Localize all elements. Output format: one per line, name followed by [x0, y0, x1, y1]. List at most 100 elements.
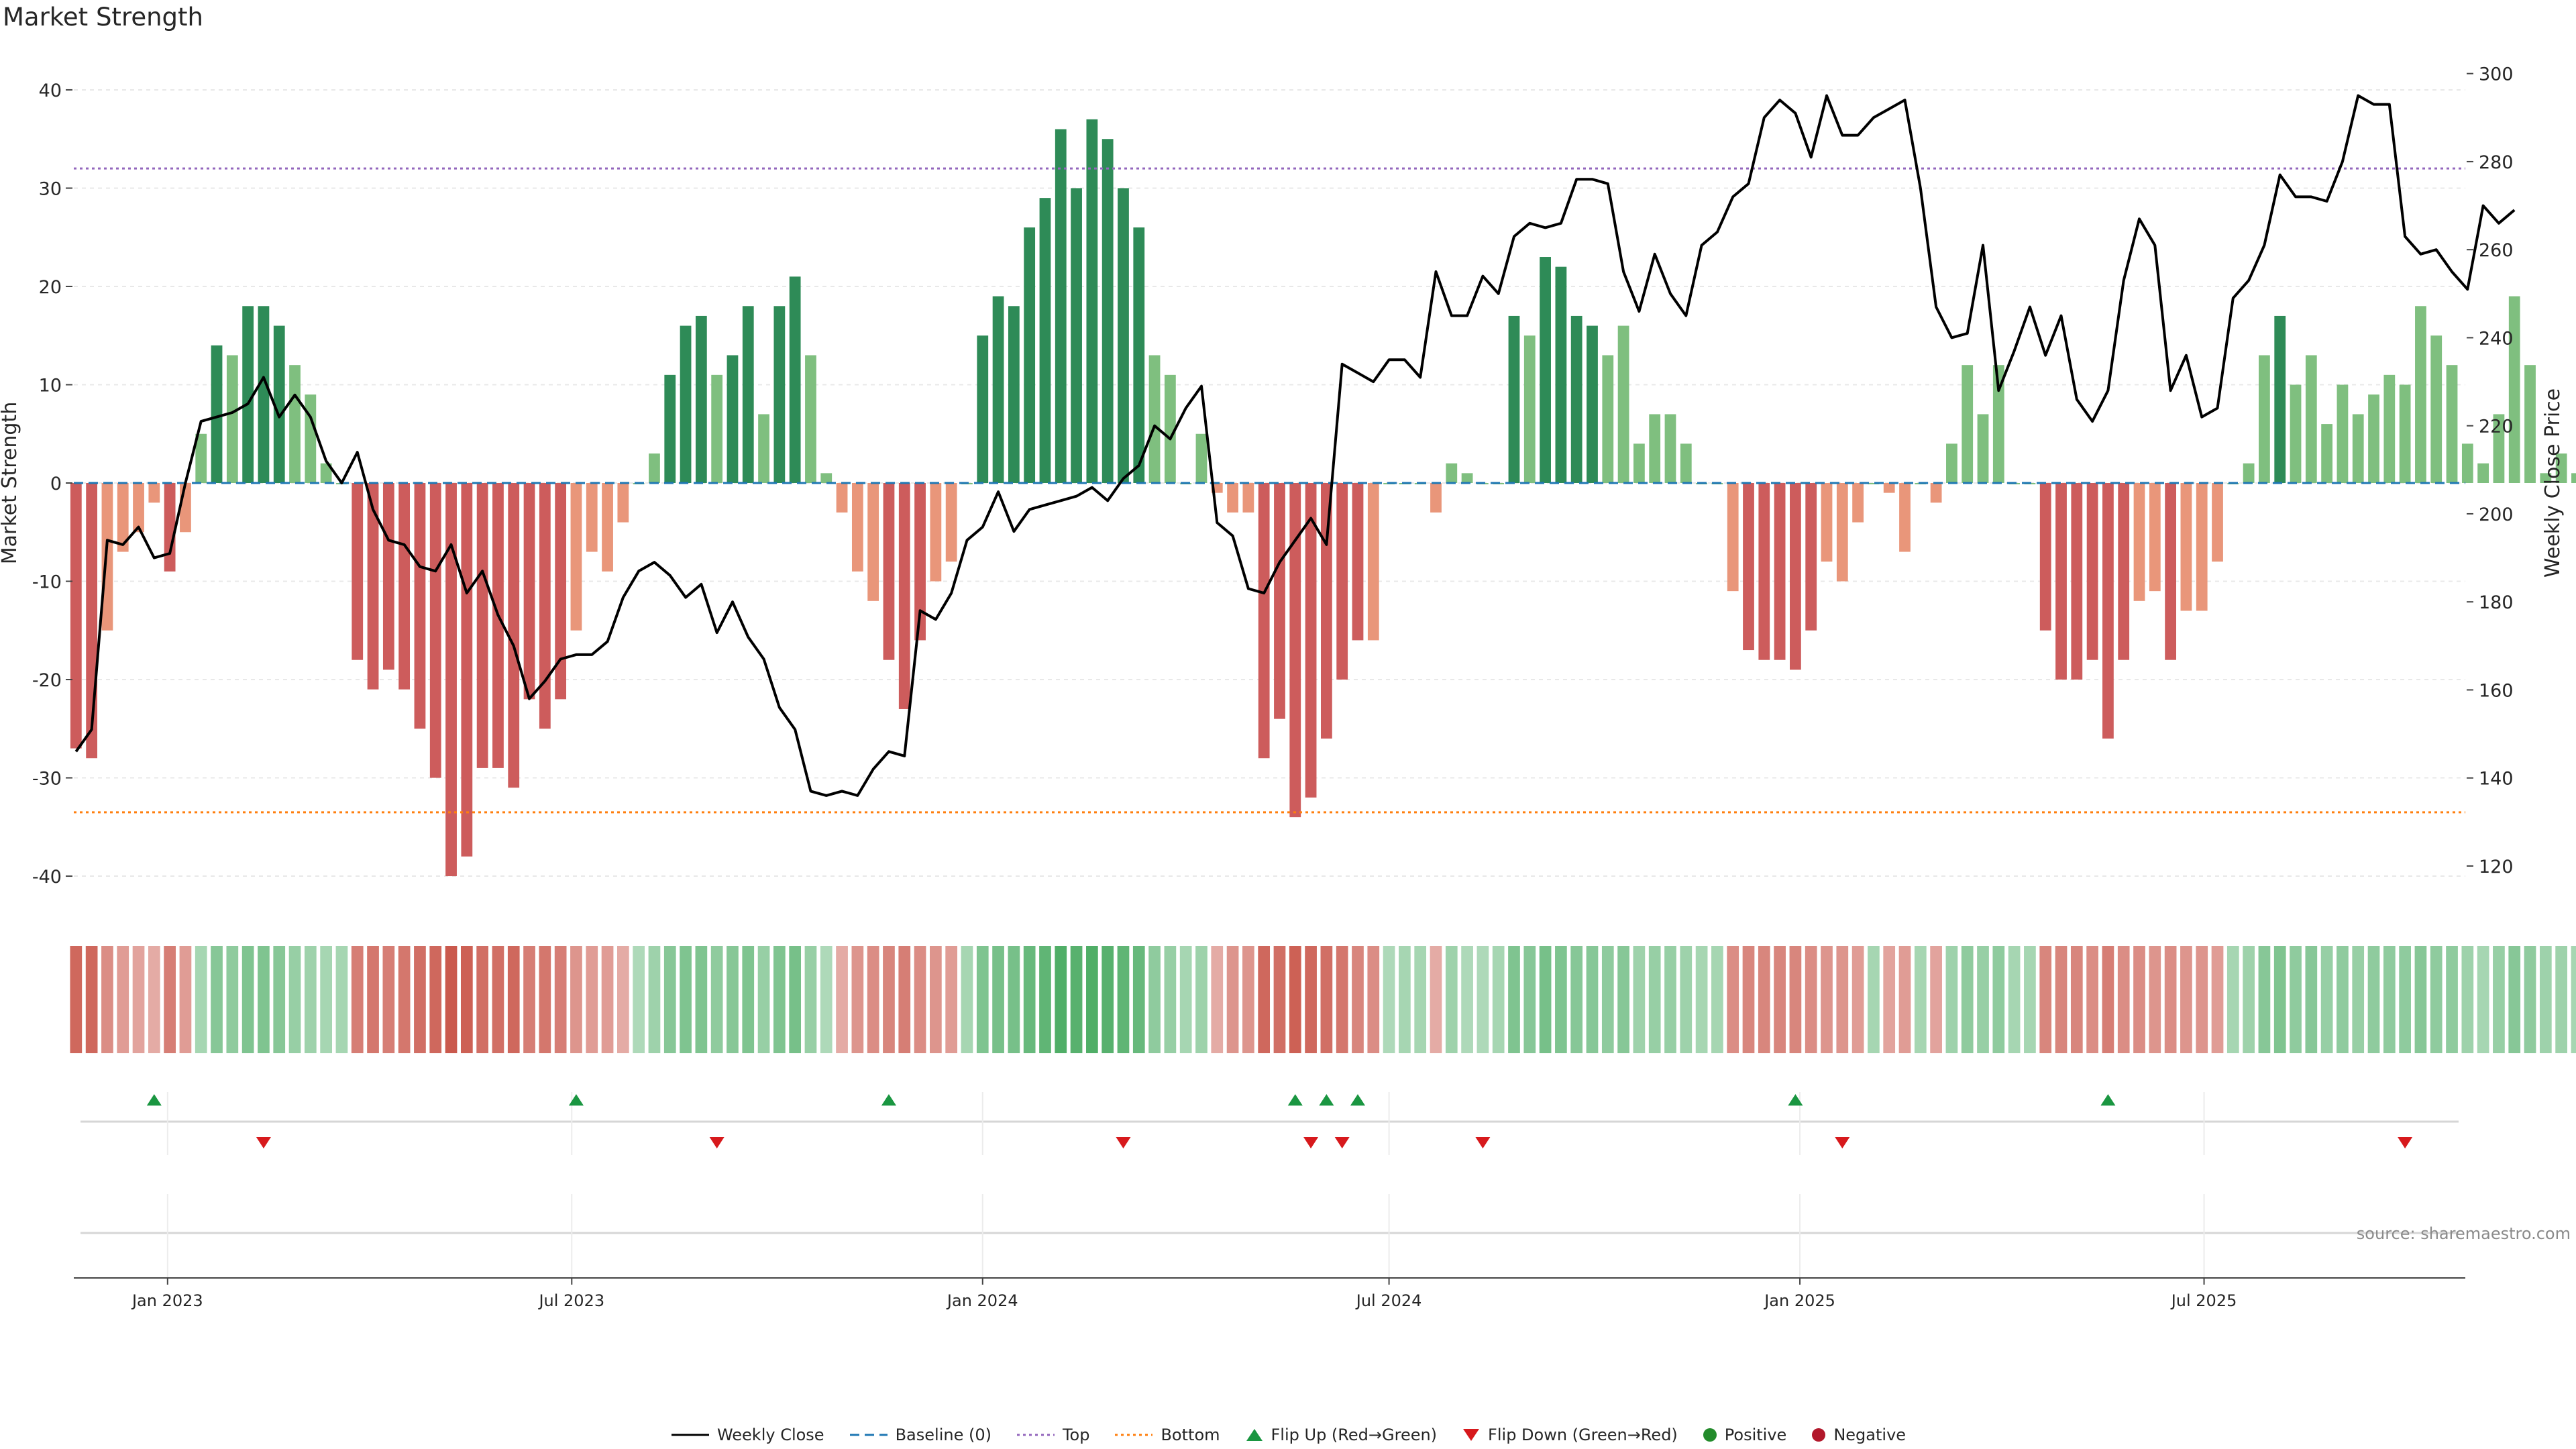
strength-cell [288, 946, 301, 1053]
strength-bar [1758, 483, 1770, 660]
left-tick-label: -30 [32, 769, 62, 790]
left-tick-label: 30 [39, 178, 62, 199]
strength-cell [1367, 946, 1380, 1053]
strength-cell [570, 946, 582, 1053]
strength-bar [2571, 473, 2576, 483]
strength-cell [1648, 946, 1661, 1053]
strength-cell [1070, 946, 1083, 1053]
strength-cell [507, 946, 520, 1053]
strength-bar [2212, 483, 2223, 562]
left-tick-label: -20 [32, 670, 62, 691]
strength-cell [2086, 946, 2098, 1053]
strength-bar [1852, 483, 1864, 523]
strength-cell [101, 946, 113, 1053]
strength-cell [429, 946, 442, 1053]
strength-bar [195, 433, 207, 483]
strength-bar [586, 483, 598, 552]
strength-bar [2524, 365, 2536, 483]
strength-cell [2461, 946, 2474, 1053]
strength-cell [663, 946, 676, 1053]
strength-cell [1727, 946, 1739, 1053]
strength-cell [2477, 946, 2489, 1053]
strength-cell [2226, 946, 2239, 1053]
strength-bar [1305, 483, 1317, 798]
strength-bar [1195, 433, 1208, 483]
lower-panel [80, 1194, 2459, 1278]
strength-cell [992, 946, 1004, 1053]
date-tick-label: Jan 2023 [131, 1291, 203, 1310]
strength-bar [1992, 365, 2004, 483]
strength-bar [1727, 483, 1739, 592]
date-tick-label: Jan 2025 [1763, 1291, 1835, 1310]
strength-cell [1758, 946, 1770, 1053]
legend-label-price: Weekly Close [716, 1426, 824, 1444]
strength-bar [2337, 384, 2349, 483]
strength-bar [1821, 483, 1833, 562]
strength-bar [148, 483, 160, 503]
strength-cell [836, 946, 848, 1053]
strength-cell [132, 946, 145, 1053]
strength-cell [820, 946, 833, 1053]
strength-cell [2273, 946, 2286, 1053]
strength-bar [1883, 483, 1895, 493]
strength-bar [1540, 257, 1551, 483]
strength-cell [273, 946, 286, 1053]
strength-cell [492, 946, 504, 1053]
strength-cell [211, 946, 223, 1053]
strength-bar [133, 483, 144, 533]
strength-cell [1992, 946, 2005, 1053]
strength-bar [2196, 483, 2208, 611]
strength-cell [1680, 946, 1693, 1053]
flip-up-marker [881, 1094, 896, 1106]
strength-bar [649, 453, 660, 483]
strength-bar [1274, 483, 1285, 719]
flip-down-marker [1835, 1137, 1850, 1148]
strength-bar [2290, 384, 2302, 483]
right-tick-label: 200 [2479, 504, 2514, 525]
strength-cell [616, 946, 629, 1053]
strength-cell [1821, 946, 1833, 1053]
strength-cell [2571, 946, 2576, 1053]
flip-up-marker [1287, 1094, 1303, 1106]
strength-cell [1352, 946, 1364, 1053]
strength-cell [976, 946, 989, 1053]
strength-cell [930, 946, 942, 1053]
strength-cell [1695, 946, 1708, 1053]
price-line [74, 94, 2516, 797]
strength-cell [1414, 946, 1427, 1053]
strength-cell [1633, 946, 1646, 1053]
strength-bar [1805, 483, 1817, 631]
strength-bar [1289, 483, 1301, 818]
flip-up-marker [146, 1094, 162, 1106]
strength-cell [1132, 946, 1145, 1053]
legend-label-bottom: Bottom [1161, 1426, 1220, 1444]
strength-bar [320, 463, 332, 483]
strength-bar [2039, 483, 2051, 631]
reference-lines [74, 167, 2465, 814]
strength-cell [1086, 946, 1098, 1053]
strength-bar [1617, 325, 1629, 483]
strength-cell [945, 946, 958, 1053]
strength-bar [1930, 483, 1942, 503]
strength-cell [70, 946, 83, 1053]
strength-cell [1179, 946, 1192, 1053]
strength-bar [2259, 355, 2270, 483]
strength-cell [2070, 946, 2083, 1053]
triangle-down-icon [1463, 1429, 1480, 1441]
left-axis: 40 30 20 10 0 -10 -20 -30 -40 [32, 80, 72, 888]
legend-item-price: Weekly Close [670, 1426, 824, 1444]
strength-bar [945, 483, 957, 562]
strength-cell [1945, 946, 1958, 1053]
strength-bar [2493, 414, 2505, 483]
strength-cell [710, 946, 723, 1053]
strength-bar [164, 483, 176, 572]
strength-cell [1977, 946, 1989, 1053]
strength-bar [289, 365, 301, 483]
strength-bar [2446, 365, 2458, 483]
strength-cell [1898, 946, 1911, 1053]
strength-cell [2196, 946, 2208, 1053]
date-tick-label: Jan 2024 [946, 1291, 1018, 1310]
strength-cell [1461, 946, 1473, 1053]
strength-bar [1258, 483, 1270, 759]
strength-bar [1508, 315, 1520, 483]
